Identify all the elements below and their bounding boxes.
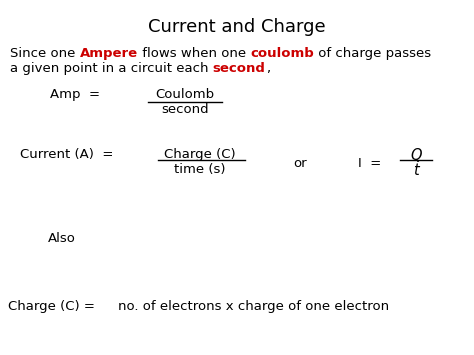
Text: Current and Charge: Current and Charge: [148, 18, 326, 36]
Text: I  =: I =: [358, 157, 381, 170]
Text: time (s): time (s): [174, 163, 226, 176]
Text: second: second: [161, 103, 209, 116]
Text: Amp  =: Amp =: [50, 88, 100, 101]
Text: of charge passes: of charge passes: [314, 47, 431, 60]
Text: flows when one: flows when one: [138, 47, 250, 60]
Text: Charge (C): Charge (C): [164, 148, 236, 161]
Text: a given point in a circuit each: a given point in a circuit each: [10, 62, 213, 75]
Text: or: or: [293, 157, 307, 170]
Text: Ampere: Ampere: [80, 47, 138, 60]
Text: Q: Q: [410, 148, 422, 163]
Text: Charge (C) =: Charge (C) =: [8, 300, 95, 313]
Text: Since one: Since one: [10, 47, 80, 60]
Text: Also: Also: [48, 232, 76, 245]
Text: Current (A)  =: Current (A) =: [20, 148, 113, 161]
Text: Coulomb: Coulomb: [155, 88, 215, 101]
Text: t: t: [413, 163, 419, 178]
Text: ,: ,: [265, 62, 270, 75]
Text: no. of electrons x charge of one electron: no. of electrons x charge of one electro…: [118, 300, 389, 313]
Text: second: second: [213, 62, 265, 75]
Text: coulomb: coulomb: [250, 47, 314, 60]
